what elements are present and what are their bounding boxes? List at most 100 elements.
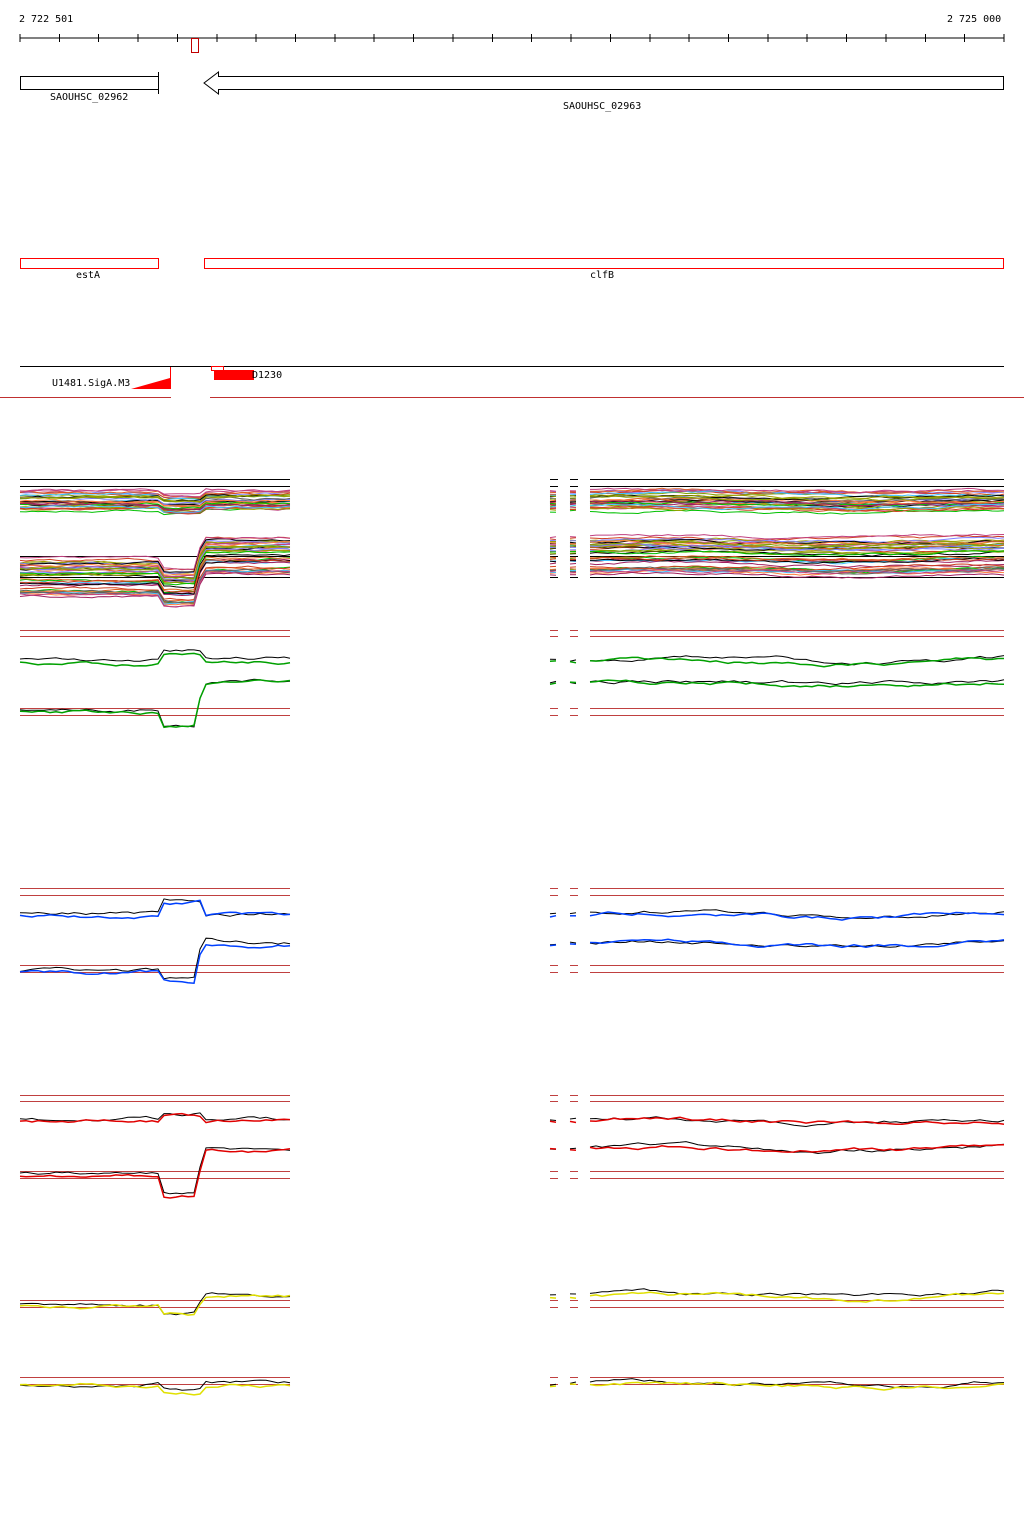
track5-black-series <box>569 1381 577 1384</box>
track1-series <box>549 562 557 565</box>
track1-series <box>589 569 1005 576</box>
gene-label-02963[interactable]: SAOUHSC_02963 <box>563 101 642 112</box>
track1-series <box>589 546 1005 552</box>
track1-series <box>549 498 557 500</box>
track1-series <box>589 499 1005 507</box>
track1-series <box>549 546 557 549</box>
track3-color-series <box>549 914 557 918</box>
track1-series <box>19 553 291 589</box>
track5-color-series <box>19 1382 291 1396</box>
track1-series <box>19 505 291 513</box>
track5-color-series <box>549 1296 557 1299</box>
track1-series <box>589 494 1004 499</box>
track2-color-series <box>569 660 577 664</box>
track1-series <box>19 556 291 591</box>
track1-series <box>569 541 577 544</box>
track1-series <box>19 488 291 498</box>
track1-series <box>589 543 1005 552</box>
gene-name-clfb[interactable]: clfB <box>590 270 615 281</box>
feature-label-right[interactable]: D1230 <box>252 370 283 381</box>
track1-series <box>549 495 557 497</box>
track5-black-series <box>589 1288 1005 1297</box>
track1-series <box>589 533 1005 540</box>
gene-box-clfb <box>204 258 1004 269</box>
track3-black-series <box>569 941 577 944</box>
track1-series <box>19 561 291 597</box>
track1-series <box>19 547 291 583</box>
track1-series <box>589 534 1005 541</box>
track4-color-series <box>589 1144 1005 1153</box>
track1-series <box>589 548 1005 556</box>
track4-color-series <box>589 1116 1005 1126</box>
track5-black-series <box>19 1379 291 1391</box>
track1-series <box>20 490 290 498</box>
track1-series <box>549 505 557 508</box>
track2-color-series <box>19 679 291 729</box>
track4-black-series <box>549 1119 557 1121</box>
track2-color-series <box>549 682 557 686</box>
track1-series <box>569 571 577 574</box>
track1-series <box>569 501 577 503</box>
track5-color-series <box>589 1381 1005 1391</box>
track1-series <box>549 509 557 511</box>
track1-series <box>589 509 1005 515</box>
track1-series <box>19 572 291 608</box>
track3-black-series <box>19 898 291 917</box>
track1-series <box>20 569 291 605</box>
track5-color-series <box>589 1291 1005 1303</box>
track1-series <box>589 503 1005 511</box>
gene-label-02962[interactable]: SAOUHSC_02962 <box>50 92 129 103</box>
track1-series <box>549 502 557 505</box>
track1-series <box>549 570 557 573</box>
track4-black-series <box>569 1117 577 1120</box>
track2-color-series <box>19 652 291 667</box>
track1-series <box>569 498 577 500</box>
track3-black-series <box>569 912 577 915</box>
track1-series <box>589 557 1005 562</box>
track1-series <box>569 499 577 502</box>
track4-color-series <box>549 1120 557 1123</box>
ruler-start-label: 2 722 501 <box>19 14 74 25</box>
track3-color-series <box>549 944 557 947</box>
track1-series <box>19 502 291 511</box>
gene-name-esta[interactable]: estA <box>76 270 101 281</box>
feature-label-left[interactable]: U1481.SigA.M3 <box>52 378 131 389</box>
track2-black-series <box>19 678 291 728</box>
track2-black-series <box>19 649 291 662</box>
track2-black-series <box>569 659 577 662</box>
track1-series <box>590 487 1005 494</box>
position-marker <box>191 38 199 53</box>
track1-series <box>19 545 291 580</box>
track1-series <box>19 536 291 570</box>
track4-color-series <box>19 1148 291 1199</box>
track5-color-series <box>19 1294 291 1316</box>
track1-series <box>589 490 1005 498</box>
track1-series <box>549 500 557 503</box>
track3-color-series <box>19 943 291 985</box>
track3-black-series <box>19 937 291 980</box>
track1-series <box>569 563 577 565</box>
track1-series <box>549 501 557 504</box>
track5-black-series <box>549 1383 557 1386</box>
track4-black-series <box>569 1147 577 1150</box>
track1-series <box>19 565 291 601</box>
track1-series <box>569 544 577 546</box>
track1-series <box>549 504 557 506</box>
track1-series <box>19 570 291 608</box>
track1-series <box>19 550 291 586</box>
track1-series <box>549 499 557 502</box>
track1-series <box>19 559 291 595</box>
track1-series <box>589 563 1005 571</box>
track1-series <box>549 547 557 549</box>
track1-series <box>549 568 557 571</box>
track2-black-series <box>589 679 1005 686</box>
track4-color-series <box>19 1112 291 1124</box>
ruler-end-label: 2 725 000 <box>947 14 1002 25</box>
gene-box-esta <box>20 258 159 269</box>
gene-02963-arrow <box>203 70 1004 96</box>
track1-series <box>589 566 1005 573</box>
track1-series <box>589 536 1005 544</box>
track4-black-series <box>19 1112 291 1122</box>
track1-series <box>569 506 577 509</box>
